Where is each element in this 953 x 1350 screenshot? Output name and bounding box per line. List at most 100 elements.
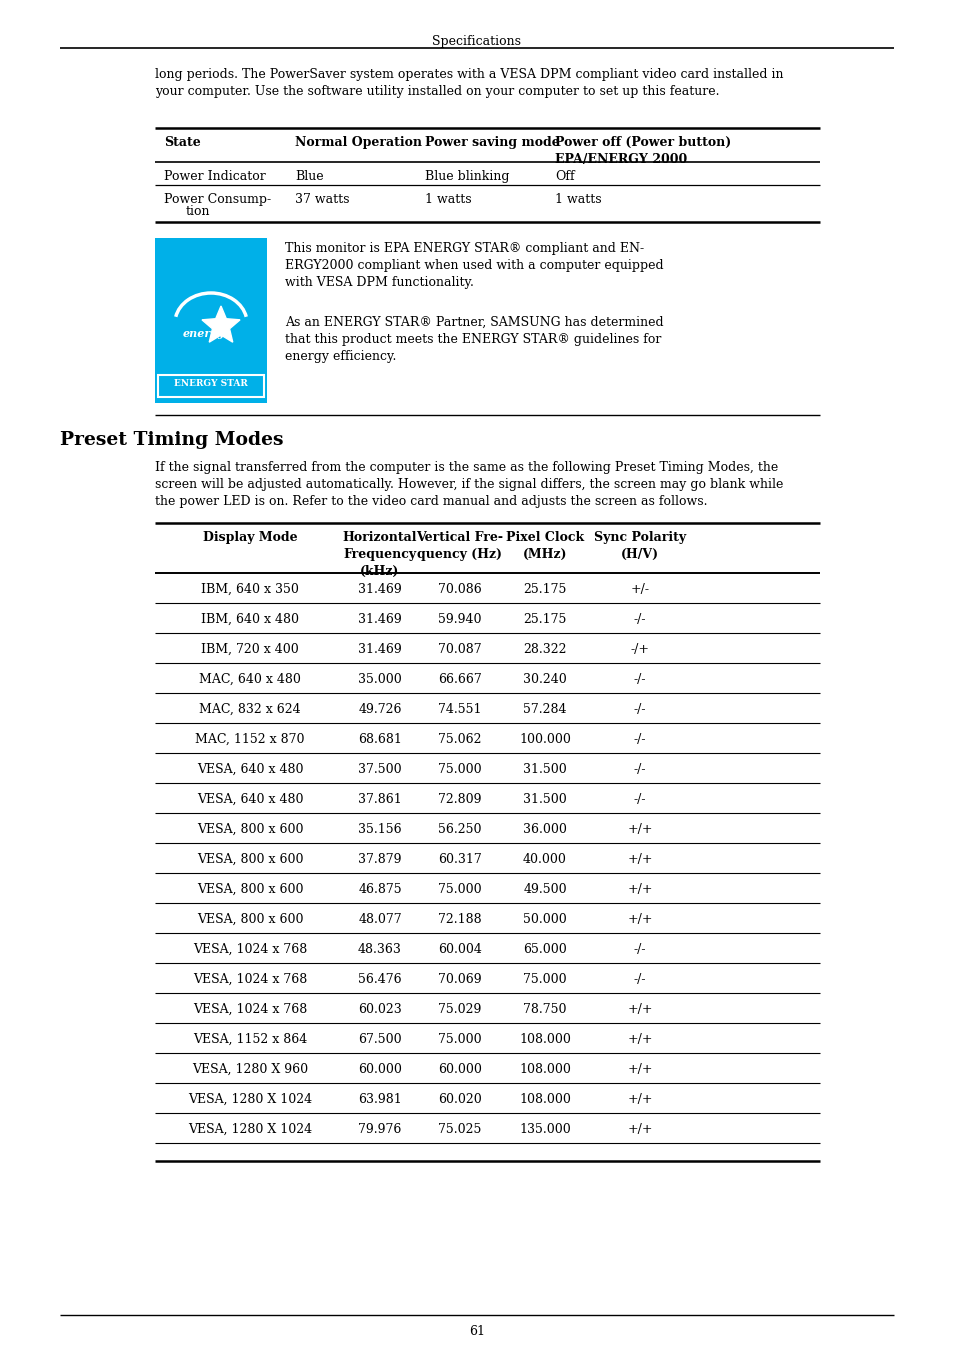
Text: MAC, 832 x 624: MAC, 832 x 624 <box>199 703 300 716</box>
Text: VESA, 800 x 600: VESA, 800 x 600 <box>196 853 303 865</box>
Text: 36.000: 36.000 <box>522 824 566 836</box>
Text: 59.940: 59.940 <box>437 613 481 626</box>
Text: 135.000: 135.000 <box>518 1123 570 1135</box>
Text: VESA, 1024 x 768: VESA, 1024 x 768 <box>193 973 307 985</box>
Text: 40.000: 40.000 <box>522 853 566 865</box>
Text: IBM, 720 x 400: IBM, 720 x 400 <box>201 643 298 656</box>
Text: +/+: +/+ <box>626 883 652 896</box>
Text: 70.087: 70.087 <box>437 643 481 656</box>
Text: -/-: -/- <box>633 763 645 776</box>
Text: 35.156: 35.156 <box>357 824 401 836</box>
Text: 60.020: 60.020 <box>437 1094 481 1106</box>
Text: 70.086: 70.086 <box>437 583 481 595</box>
Bar <box>154 238 267 404</box>
Text: Power Indicator: Power Indicator <box>164 170 266 184</box>
Text: 60.004: 60.004 <box>437 944 481 956</box>
Text: VESA, 1024 x 768: VESA, 1024 x 768 <box>193 1003 307 1017</box>
Text: MAC, 640 x 480: MAC, 640 x 480 <box>199 674 300 686</box>
Text: +/+: +/+ <box>626 1062 652 1076</box>
Text: 49.500: 49.500 <box>522 883 566 896</box>
Text: 35.000: 35.000 <box>357 674 401 686</box>
Text: 75.029: 75.029 <box>437 1003 481 1017</box>
Text: 75.000: 75.000 <box>522 973 566 985</box>
Text: 75.062: 75.062 <box>437 733 481 747</box>
Text: IBM, 640 x 350: IBM, 640 x 350 <box>201 583 298 595</box>
Text: 31.500: 31.500 <box>522 792 566 806</box>
Text: 25.175: 25.175 <box>523 613 566 626</box>
Text: 70.069: 70.069 <box>437 973 481 985</box>
Text: 72.809: 72.809 <box>437 792 481 806</box>
Text: 57.284: 57.284 <box>522 703 566 716</box>
Text: 37 watts: 37 watts <box>294 193 349 207</box>
Text: 1 watts: 1 watts <box>555 193 601 207</box>
Text: 75.000: 75.000 <box>437 883 481 896</box>
Text: 48.077: 48.077 <box>357 913 401 926</box>
Text: 68.681: 68.681 <box>357 733 401 747</box>
Text: 75.025: 75.025 <box>437 1123 481 1135</box>
Text: 108.000: 108.000 <box>518 1033 570 1046</box>
Text: -/-: -/- <box>633 944 645 956</box>
Text: 74.551: 74.551 <box>437 703 481 716</box>
Text: +/+: +/+ <box>626 1033 652 1046</box>
Text: +/+: +/+ <box>626 1123 652 1135</box>
Text: As an ENERGY STAR® Partner, SAMSUNG has determined
that this product meets the E: As an ENERGY STAR® Partner, SAMSUNG has … <box>285 316 663 363</box>
Text: 108.000: 108.000 <box>518 1094 570 1106</box>
Text: 65.000: 65.000 <box>522 944 566 956</box>
Text: 63.981: 63.981 <box>357 1094 401 1106</box>
Text: 49.726: 49.726 <box>358 703 401 716</box>
Text: -/-: -/- <box>633 703 645 716</box>
Text: VESA, 1024 x 768: VESA, 1024 x 768 <box>193 944 307 956</box>
Text: 31.500: 31.500 <box>522 763 566 776</box>
Text: Power off (Power button)
EPA/ENERGY 2000: Power off (Power button) EPA/ENERGY 2000 <box>555 136 731 166</box>
Text: Display Mode: Display Mode <box>202 531 297 544</box>
Text: 46.875: 46.875 <box>357 883 401 896</box>
Text: If the signal transferred from the computer is the same as the following Preset : If the signal transferred from the compu… <box>154 460 782 508</box>
Text: 75.000: 75.000 <box>437 763 481 776</box>
Text: Preset Timing Modes: Preset Timing Modes <box>60 431 283 450</box>
Text: 78.750: 78.750 <box>522 1003 566 1017</box>
Text: 60.000: 60.000 <box>357 1062 401 1076</box>
Text: -/-: -/- <box>633 613 645 626</box>
Polygon shape <box>202 306 240 342</box>
Text: Off: Off <box>555 170 574 184</box>
Text: 66.667: 66.667 <box>437 674 481 686</box>
Text: VESA, 800 x 600: VESA, 800 x 600 <box>196 824 303 836</box>
Text: energy: energy <box>183 328 225 339</box>
Text: -/-: -/- <box>633 674 645 686</box>
Text: Sync Polarity
(H/V): Sync Polarity (H/V) <box>594 531 685 562</box>
Text: 37.861: 37.861 <box>357 792 401 806</box>
Text: 56.476: 56.476 <box>357 973 401 985</box>
Text: 1 watts: 1 watts <box>424 193 471 207</box>
Text: +/+: +/+ <box>626 853 652 865</box>
Text: Vertical Fre-
quency (Hz): Vertical Fre- quency (Hz) <box>416 531 503 562</box>
Text: +/+: +/+ <box>626 1094 652 1106</box>
Text: -/-: -/- <box>633 973 645 985</box>
Text: Blue: Blue <box>294 170 323 184</box>
Text: Specifications: Specifications <box>432 35 521 49</box>
Text: 67.500: 67.500 <box>357 1033 401 1046</box>
Text: VESA, 1280 X 1024: VESA, 1280 X 1024 <box>188 1123 312 1135</box>
Text: 28.322: 28.322 <box>522 643 566 656</box>
Text: 56.250: 56.250 <box>437 824 481 836</box>
Text: tion: tion <box>186 205 211 217</box>
Text: +/+: +/+ <box>626 824 652 836</box>
Text: VESA, 800 x 600: VESA, 800 x 600 <box>196 883 303 896</box>
Text: 31.469: 31.469 <box>357 613 401 626</box>
Text: 72.188: 72.188 <box>437 913 481 926</box>
Text: VESA, 1152 x 864: VESA, 1152 x 864 <box>193 1033 307 1046</box>
Text: 108.000: 108.000 <box>518 1062 570 1076</box>
Text: IBM, 640 x 480: IBM, 640 x 480 <box>201 613 298 626</box>
Text: 25.175: 25.175 <box>523 583 566 595</box>
Text: ENERGY STAR: ENERGY STAR <box>174 379 248 387</box>
Text: VESA, 1280 X 960: VESA, 1280 X 960 <box>192 1062 308 1076</box>
Text: VESA, 800 x 600: VESA, 800 x 600 <box>196 913 303 926</box>
Text: 50.000: 50.000 <box>522 913 566 926</box>
Text: -/+: -/+ <box>630 643 649 656</box>
Text: -/-: -/- <box>633 733 645 747</box>
Text: VESA, 640 x 480: VESA, 640 x 480 <box>196 792 303 806</box>
Text: Horizontal
Frequency
(kHz): Horizontal Frequency (kHz) <box>342 531 416 578</box>
Bar <box>158 375 264 397</box>
Text: 30.240: 30.240 <box>522 674 566 686</box>
Text: 60.023: 60.023 <box>357 1003 401 1017</box>
Text: 79.976: 79.976 <box>358 1123 401 1135</box>
